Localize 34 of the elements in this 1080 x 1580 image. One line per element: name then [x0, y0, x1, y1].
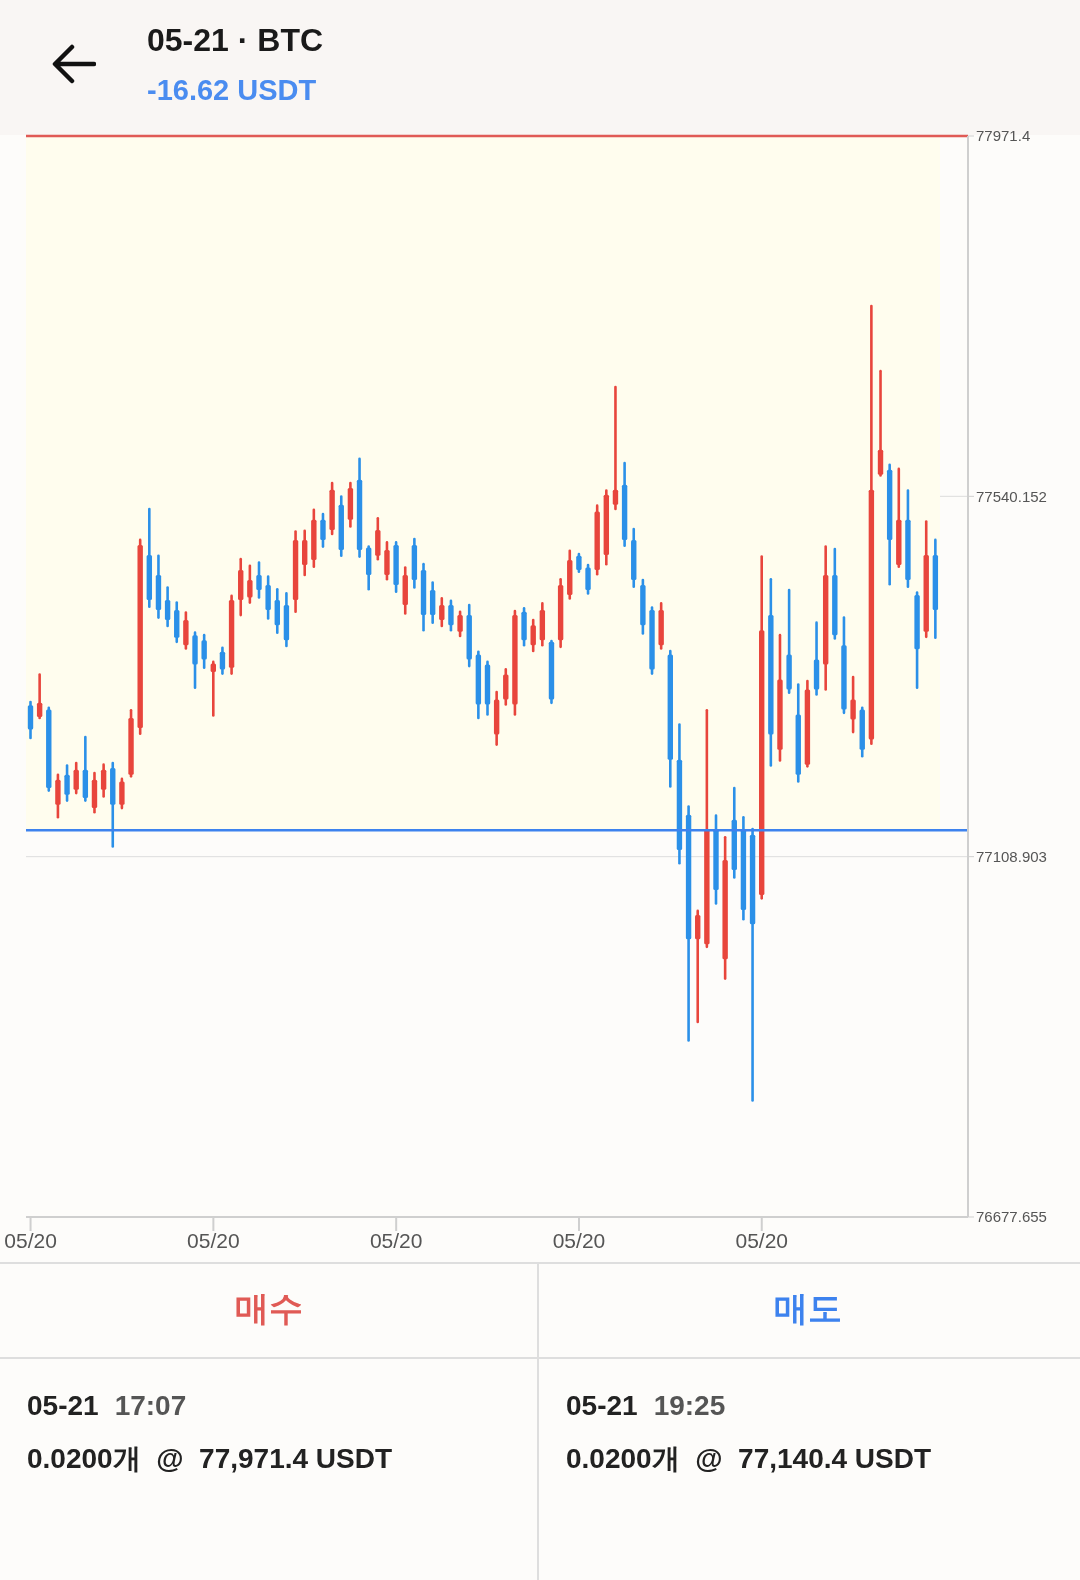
candlestick	[585, 563, 591, 595]
x-tick-label: 05/20	[552, 1228, 606, 1252]
candlestick	[201, 633, 207, 670]
text: 매수	[233, 1288, 304, 1329]
candlestick	[530, 618, 536, 653]
candlestick	[247, 564, 253, 604]
x-tick-label: 05/20	[369, 1228, 423, 1252]
y-tick-label: 77971.4	[976, 127, 1031, 145]
candlestick	[320, 512, 326, 548]
candlestick	[850, 675, 856, 734]
x-tick-label: 05/20	[187, 1228, 240, 1252]
y-tick-label: 77540.152	[976, 487, 1047, 505]
x-tick-label: 05/20	[735, 1228, 789, 1252]
y-tick-label: 76677.655	[976, 1208, 1047, 1226]
x-tick-label: 05/20	[4, 1228, 57, 1252]
candlestick	[36, 673, 43, 720]
candlestick	[439, 597, 445, 628]
text: 0.0200개 @ 77,140.4 USDT	[566, 1443, 932, 1474]
candlestick	[100, 763, 107, 798]
candlestick	[64, 764, 70, 802]
candlestick	[73, 761, 79, 795]
text: 05-21 17:07	[27, 1390, 187, 1421]
candlestick	[164, 586, 171, 628]
chart-title: 05-21 · BTC	[147, 22, 324, 59]
chart-subtitle: -16.62 USDT	[147, 74, 317, 107]
candlestick	[457, 610, 463, 638]
y-tick-label: 77108.903	[976, 847, 1047, 865]
candlestick	[256, 561, 262, 599]
text: 05-21 19:25	[566, 1390, 726, 1421]
candlestick	[612, 385, 619, 511]
text: 0.0200개 @ 77,971.4 USDT	[27, 1443, 393, 1474]
text: 매도	[772, 1288, 843, 1329]
candlestick	[119, 777, 125, 810]
candlestick	[448, 599, 454, 632]
